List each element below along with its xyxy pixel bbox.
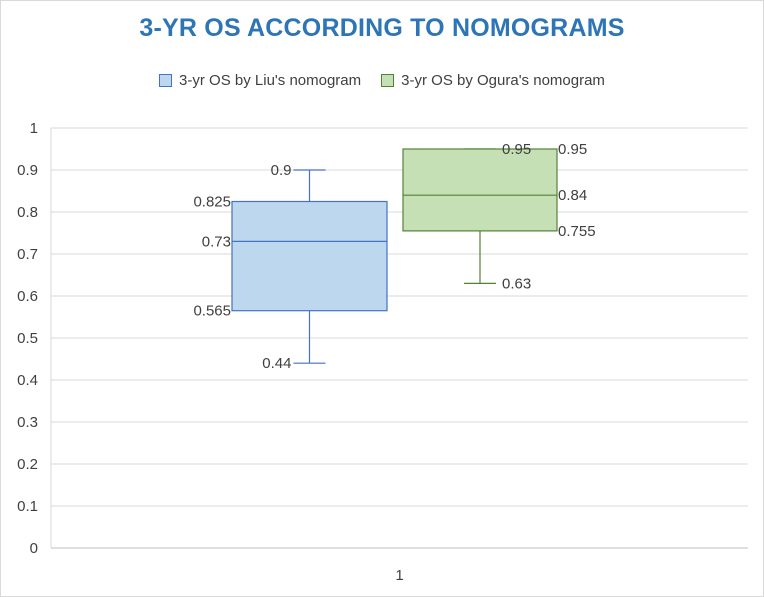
chart-legend: 3-yr OS by Liu's nomogram 3-yr OS by Ogu…	[0, 72, 764, 89]
legend-swatch-liu	[159, 74, 173, 87]
y-tick-label: 0.9	[17, 162, 38, 179]
x-category-label: 1	[395, 567, 403, 584]
y-tick-label: 0	[30, 540, 38, 557]
y-tick-label: 0.2	[17, 456, 38, 473]
legend-swatch-ogura	[381, 74, 395, 87]
y-tick-label: 0.3	[17, 414, 38, 431]
legend-label-ogura: 3-yr OS by Ogura's nomogram	[401, 72, 605, 89]
y-tick-label: 0.1	[17, 498, 38, 515]
data-label-min-ogura: 0.63	[502, 275, 531, 292]
data-label-q3-ogura: 0.95	[558, 141, 587, 158]
data-label-max-ogura: 0.95	[502, 141, 531, 158]
y-tick-label: 0.6	[17, 288, 38, 305]
data-label-q1-ogura: 0.755	[558, 223, 596, 240]
box-ogura	[402, 148, 558, 232]
chart-title: 3-YR OS ACCORDING TO NOMOGRAMS	[139, 14, 625, 42]
data-label-median-ogura: 0.84	[558, 187, 587, 204]
box-liu	[231, 200, 388, 312]
y-tick-label: 0.7	[17, 246, 38, 263]
data-label-q3-liu: 0.825	[193, 194, 231, 211]
data-label-median-liu: 0.73	[202, 233, 231, 250]
y-tick-label: 0.8	[17, 204, 38, 221]
y-tick-label: 1	[30, 120, 38, 137]
data-label-q1-liu: 0.565	[193, 303, 231, 320]
y-tick-label: 0.4	[17, 372, 38, 389]
legend-label-liu: 3-yr OS by Liu's nomogram	[179, 72, 362, 89]
legend-item-ogura: 3-yr OS by Ogura's nomogram	[381, 72, 605, 89]
data-label-max-liu: 0.9	[271, 162, 292, 179]
y-tick-label: 0.5	[17, 330, 38, 347]
data-label-min-liu: 0.44	[262, 355, 291, 372]
legend-item-liu: 3-yr OS by Liu's nomogram	[159, 72, 361, 89]
